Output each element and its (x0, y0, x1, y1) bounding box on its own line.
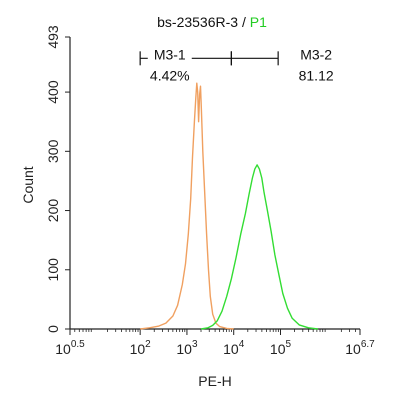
gate-label-bg-1 (147, 46, 192, 62)
series-line-2 (200, 164, 318, 330)
y-ticks: 0 100 200 300 400 493 (45, 25, 70, 333)
y-axis-title: Count (20, 166, 36, 203)
x-axis-title: PE-H (198, 373, 231, 389)
y-tick-label: 300 (45, 139, 61, 163)
y-tick-label: 100 (45, 258, 61, 282)
x-tick-label: 105 (270, 339, 292, 357)
title-sample: bs-23536R-3 (157, 14, 238, 30)
gate-name-1: M3-1 (154, 46, 186, 62)
title-separator: / (238, 14, 250, 30)
title-gate: P1 (250, 14, 267, 30)
gate-percent-2: 81.12 (299, 67, 334, 83)
chart-title: bs-23536R-3 / P1 (157, 14, 267, 30)
x-tick-label: 100.5 (55, 339, 85, 357)
gate-name-2: M3-2 (300, 46, 332, 62)
y-tick-label: 0 (45, 325, 61, 333)
x-tick-label: 102 (130, 339, 152, 357)
x-tick-label: 104 (223, 339, 245, 357)
y-tick-label: 493 (45, 25, 61, 49)
x-minor-ticks (74, 329, 361, 332)
gate-label-bg-2 (294, 46, 339, 62)
x-ticks: 100.5 102 103 104 105 106.7 (55, 329, 375, 357)
y-tick-label: 400 (45, 80, 61, 104)
gates-layer: M3-1 4.42% M3-2 81.12 (139, 46, 339, 83)
y-tick-label: 200 (45, 199, 61, 223)
x-tick-label: 106.7 (345, 339, 375, 357)
x-tick-label: 103 (176, 339, 198, 357)
series-layer (140, 82, 318, 330)
gate-percent-1: 4.42% (150, 67, 190, 83)
series-line-1 (140, 82, 234, 330)
